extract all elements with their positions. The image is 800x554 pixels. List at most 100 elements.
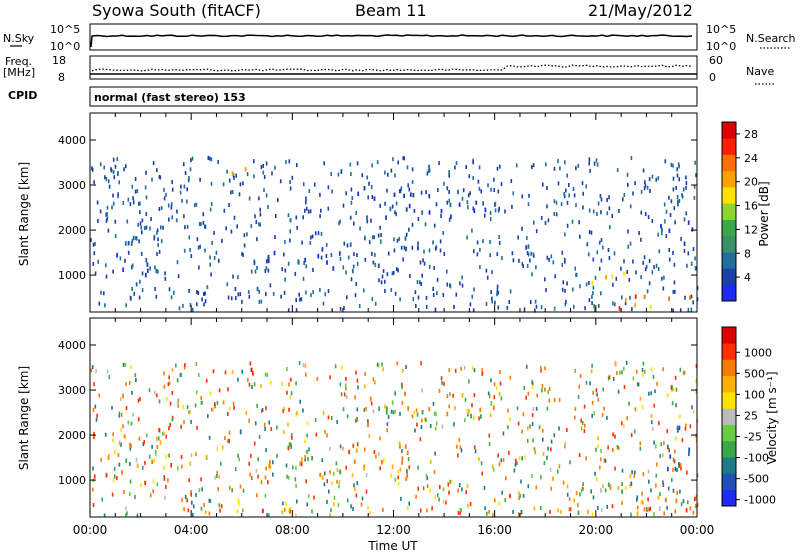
power-echo [577, 163, 580, 168]
power-echo [428, 248, 431, 253]
velocity-echo [336, 468, 339, 473]
power-echo [643, 255, 646, 260]
velocity-echo [498, 501, 501, 506]
power-echo [371, 251, 373, 256]
power-echo [657, 176, 660, 181]
power-echo [423, 249, 425, 254]
velocity-echo [583, 429, 586, 433]
power-echo [668, 296, 670, 301]
velocity-echo [214, 475, 216, 480]
velocity-echo [286, 367, 288, 371]
power-echo [189, 248, 191, 252]
xtick-label: 08:00 [275, 523, 310, 537]
velocity-echo [120, 442, 122, 447]
power-echo [490, 187, 492, 192]
velocity-echo [432, 401, 435, 406]
power-echo [289, 186, 292, 191]
power-echo [621, 295, 623, 300]
power-echo [141, 271, 144, 276]
power-echo [225, 226, 227, 231]
power-echo [380, 280, 383, 285]
power-echo [478, 165, 481, 170]
power-echo [672, 187, 675, 192]
velocity-echo [685, 423, 687, 428]
velocity-echo [666, 393, 669, 398]
power-echo [461, 275, 463, 280]
power-echo [112, 269, 114, 274]
power-echo [575, 166, 577, 171]
velocity-echo [492, 467, 495, 472]
velocity-echo [527, 391, 530, 396]
velocity-echo [600, 448, 602, 453]
power-echo [467, 193, 470, 198]
power-echo [548, 257, 550, 262]
velocity-echo [597, 506, 599, 510]
power-echo [393, 192, 396, 197]
power-echo [213, 256, 216, 260]
velocity-echo [550, 486, 552, 491]
power-echo [448, 190, 450, 194]
velocity-echo [122, 362, 125, 367]
cpid-text: normal (fast stereo) 153 [94, 91, 246, 104]
power-echo [391, 204, 394, 209]
velocity-echo [585, 380, 588, 385]
power-echo [629, 295, 631, 300]
velocity-echo [258, 434, 261, 439]
velocity-echo [116, 476, 118, 481]
velocity-echo [108, 453, 110, 459]
velocity-echo [300, 461, 303, 467]
power-echo [156, 252, 158, 257]
velocity-echo [577, 510, 580, 516]
power-echo [379, 203, 381, 208]
nave-series [91, 64, 693, 72]
velocity-echo [624, 486, 627, 490]
power-echo [655, 177, 657, 182]
velocity-echo [217, 487, 219, 492]
velocity-echo [242, 488, 245, 493]
power-echo [250, 269, 253, 274]
power-echo [213, 230, 215, 235]
colorbar-tick-label: 25 [744, 409, 758, 422]
velocity-echo [181, 498, 183, 503]
power-echo [263, 188, 265, 193]
power-echo [139, 221, 142, 226]
velocity-echo [428, 407, 430, 411]
velocity-echo [372, 409, 375, 414]
power-echo [527, 244, 530, 249]
velocity-echo [264, 372, 267, 377]
velocity-echo [591, 363, 593, 368]
velocity-echo [596, 392, 598, 397]
velocity-echo [386, 422, 389, 427]
power-echo [297, 259, 300, 264]
power-echo [380, 233, 382, 238]
power-echo [209, 156, 211, 161]
power-echo [370, 185, 373, 189]
power-echo [237, 275, 239, 280]
power-echo [274, 214, 277, 218]
velocity-echo [592, 495, 595, 500]
power-echo [170, 295, 173, 300]
power-echo [343, 305, 345, 310]
velocity-echo [306, 433, 308, 438]
power-echo [300, 297, 303, 302]
velocity-echo [602, 484, 604, 489]
velocity-echo [400, 496, 402, 501]
power-echo [366, 219, 369, 224]
velocity-echo [542, 451, 545, 456]
power-echo [542, 182, 544, 187]
power-echo [682, 187, 685, 192]
power-echo [411, 245, 414, 250]
velocity-echo [338, 484, 340, 489]
power-echo [398, 236, 401, 241]
velocity-echo [631, 470, 633, 475]
power-echo [103, 291, 105, 296]
velocity-echo [321, 475, 324, 480]
velocity-echo [569, 460, 571, 465]
power-echo [162, 225, 164, 230]
velocity-echo [90, 368, 93, 373]
freq-label-2: [MHz] [3, 66, 35, 79]
velocity-echo [165, 484, 167, 489]
velocity-echo [291, 435, 293, 440]
power-echo [396, 238, 399, 243]
